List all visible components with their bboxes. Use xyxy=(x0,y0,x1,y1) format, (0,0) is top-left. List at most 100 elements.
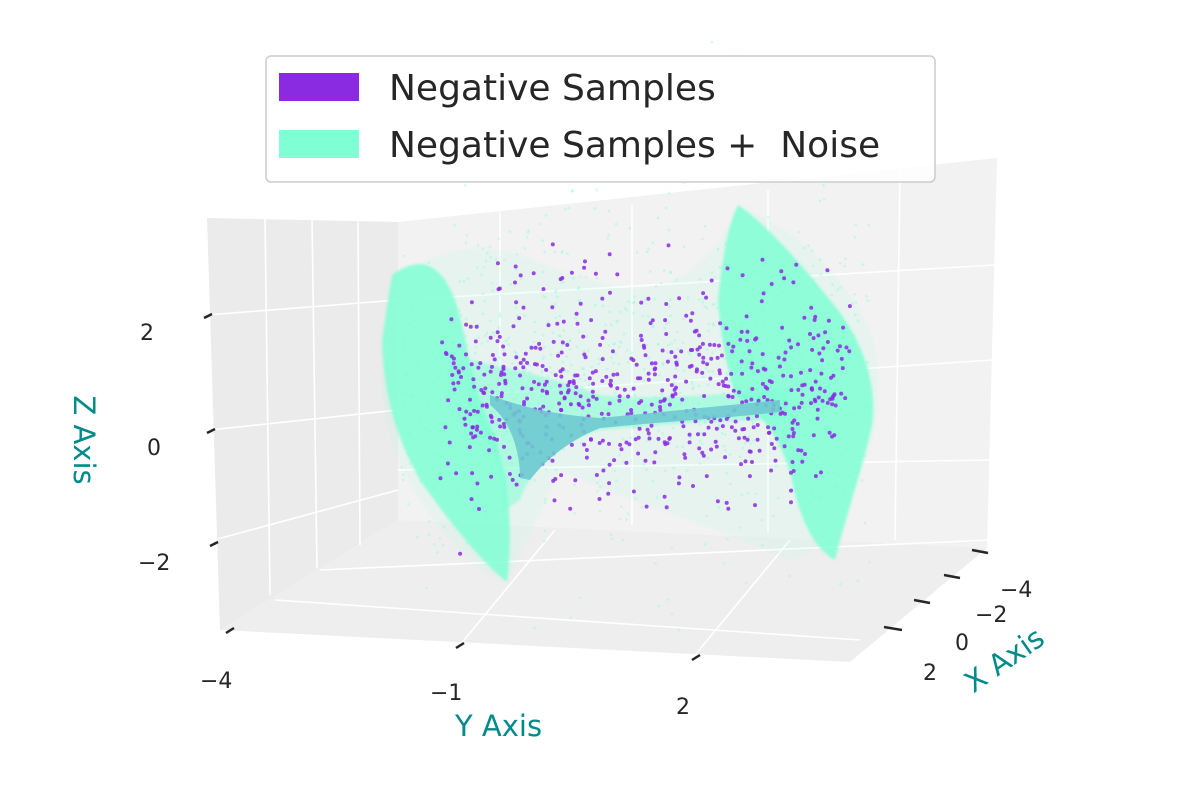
noise-point xyxy=(855,355,859,358)
noise-point xyxy=(797,230,801,234)
noise-point xyxy=(542,294,545,298)
clean-point xyxy=(692,329,697,334)
clean-point xyxy=(478,361,483,366)
noise-point xyxy=(642,462,646,466)
noise-point xyxy=(428,371,432,375)
noise-point xyxy=(723,323,727,326)
noise-point xyxy=(744,581,748,585)
noise-point xyxy=(838,582,842,586)
noise-point xyxy=(406,452,410,456)
noise-point xyxy=(837,360,841,364)
noise-point xyxy=(662,269,666,273)
clean-point xyxy=(718,418,723,423)
noise-point xyxy=(593,207,597,210)
clean-point xyxy=(569,270,574,275)
clean-point xyxy=(799,400,804,405)
noise-point xyxy=(608,310,611,314)
clean-point xyxy=(639,338,644,342)
noise-point xyxy=(463,478,466,482)
noise-point xyxy=(750,418,754,422)
clean-point xyxy=(662,494,667,499)
noise-point xyxy=(525,236,529,239)
noise-point xyxy=(513,383,517,387)
noise-point xyxy=(642,407,646,410)
clean-point xyxy=(601,468,606,473)
clean-point xyxy=(760,257,765,262)
noise-point xyxy=(492,432,496,436)
clean-point xyxy=(720,379,725,384)
clean-point xyxy=(697,446,702,451)
noise-point xyxy=(540,395,544,399)
noise-point xyxy=(739,306,743,309)
noise-point xyxy=(867,411,871,415)
clean-point xyxy=(529,345,534,350)
clean-point xyxy=(809,386,814,391)
noise-point xyxy=(625,518,628,522)
clean-point xyxy=(740,427,745,432)
noise-point xyxy=(657,604,660,608)
noise-point xyxy=(773,413,776,416)
noise-point xyxy=(670,612,674,616)
noise-point xyxy=(527,402,531,406)
clean-point xyxy=(683,455,688,460)
clean-point xyxy=(811,433,816,438)
clean-point xyxy=(452,387,457,392)
clean-point xyxy=(490,353,495,357)
noise-point xyxy=(551,331,555,335)
x-tick-label: 0 xyxy=(955,631,969,656)
clean-point xyxy=(809,305,814,310)
noise-point xyxy=(512,390,515,393)
noise-point xyxy=(657,429,661,432)
noise-point xyxy=(857,427,861,431)
clean-point xyxy=(495,437,499,442)
noise-series-points xyxy=(381,40,879,632)
noise-point xyxy=(668,305,671,309)
noise-point xyxy=(401,473,405,477)
clean-point xyxy=(839,391,844,396)
noise-point xyxy=(454,304,457,308)
clean-point xyxy=(502,425,507,429)
noise-point xyxy=(625,308,628,312)
noise-point xyxy=(612,342,615,346)
clean-point xyxy=(450,373,455,377)
clean-point xyxy=(521,305,526,310)
clean-point xyxy=(594,396,599,401)
clean-point xyxy=(501,421,506,426)
noise-point xyxy=(579,413,583,417)
noise-point xyxy=(656,216,660,220)
clean-point xyxy=(453,365,458,370)
clean-point xyxy=(649,402,654,407)
noise-point xyxy=(440,466,444,470)
noise-point xyxy=(549,353,553,357)
clean-point xyxy=(799,370,803,375)
clean-point xyxy=(498,424,503,429)
noise-point xyxy=(446,371,450,375)
clean-point xyxy=(646,371,651,376)
clean-point xyxy=(586,398,591,403)
noise-point xyxy=(503,258,506,262)
noise-point xyxy=(803,510,807,514)
noise-point xyxy=(564,410,568,413)
noise-point xyxy=(839,453,843,457)
noise-point xyxy=(557,334,561,337)
noise-point xyxy=(489,522,493,525)
noise-point xyxy=(828,464,832,468)
legend-label-clean: Negative Samples xyxy=(389,68,716,109)
noise-point xyxy=(854,301,858,304)
noise-point xyxy=(471,490,475,493)
noise-point xyxy=(645,468,648,472)
noise-point xyxy=(816,402,820,406)
clean-point xyxy=(468,397,472,402)
clean-point xyxy=(724,416,729,421)
noise-point xyxy=(723,433,727,437)
noise-point xyxy=(512,397,516,400)
clean-point xyxy=(733,428,738,433)
noise-point xyxy=(528,364,531,367)
noise-point xyxy=(777,427,780,431)
noise-point xyxy=(724,357,727,360)
clean-point xyxy=(763,367,768,372)
noise-point xyxy=(432,486,436,490)
clean-point xyxy=(520,386,525,391)
clean-point xyxy=(464,322,469,327)
